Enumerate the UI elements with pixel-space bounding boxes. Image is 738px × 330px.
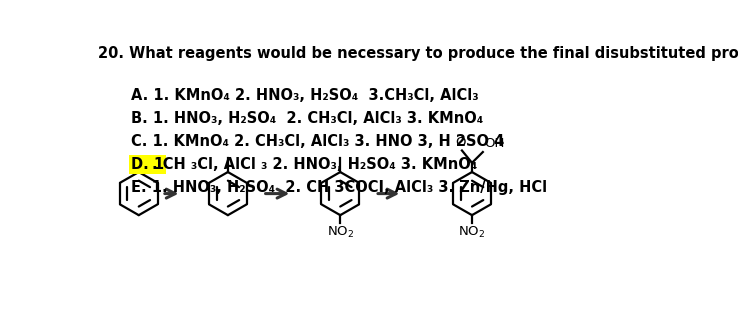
Text: E. 1. HNO₃, H₂SO₄  2. CH 3COCI, AlCl₃ 3. Zn/Hg, HCl: E. 1. HNO₃, H₂SO₄ 2. CH 3COCI, AlCl₃ 3. … [131,180,547,195]
Text: 20. What reagents would be necessary to produce the final disubstituted product : 20. What reagents would be necessary to … [98,46,738,61]
Text: NO$_2$: NO$_2$ [327,224,354,240]
Text: NO$_2$: NO$_2$ [458,224,486,240]
Text: A. 1. KMnO₄ 2. HNO₃, H₂SO₄  3.CH₃Cl, AlCl₃: A. 1. KMnO₄ 2. HNO₃, H₂SO₄ 3.CH₃Cl, AlCl… [131,87,479,103]
Text: . CH ₃Cl, AlCl ₃ 2. HNO₃, H₂SO₄ 3. KMnO₄: . CH ₃Cl, AlCl ₃ 2. HNO₃, H₂SO₄ 3. KMnO₄ [152,157,477,172]
Text: D. 1: D. 1 [131,157,164,172]
Text: O: O [455,136,466,149]
Text: OH: OH [484,138,505,150]
Text: C. 1. KMnO₄ 2. CH₃Cl, AlCl₃ 3. HNO 3, H 2SO 4: C. 1. KMnO₄ 2. CH₃Cl, AlCl₃ 3. HNO 3, H … [131,134,504,149]
Text: B. 1. HNO₃, H₂SO₄  2. CH₃Cl, AlCl₃ 3. KMnO₄: B. 1. HNO₃, H₂SO₄ 2. CH₃Cl, AlCl₃ 3. KMn… [131,111,483,126]
